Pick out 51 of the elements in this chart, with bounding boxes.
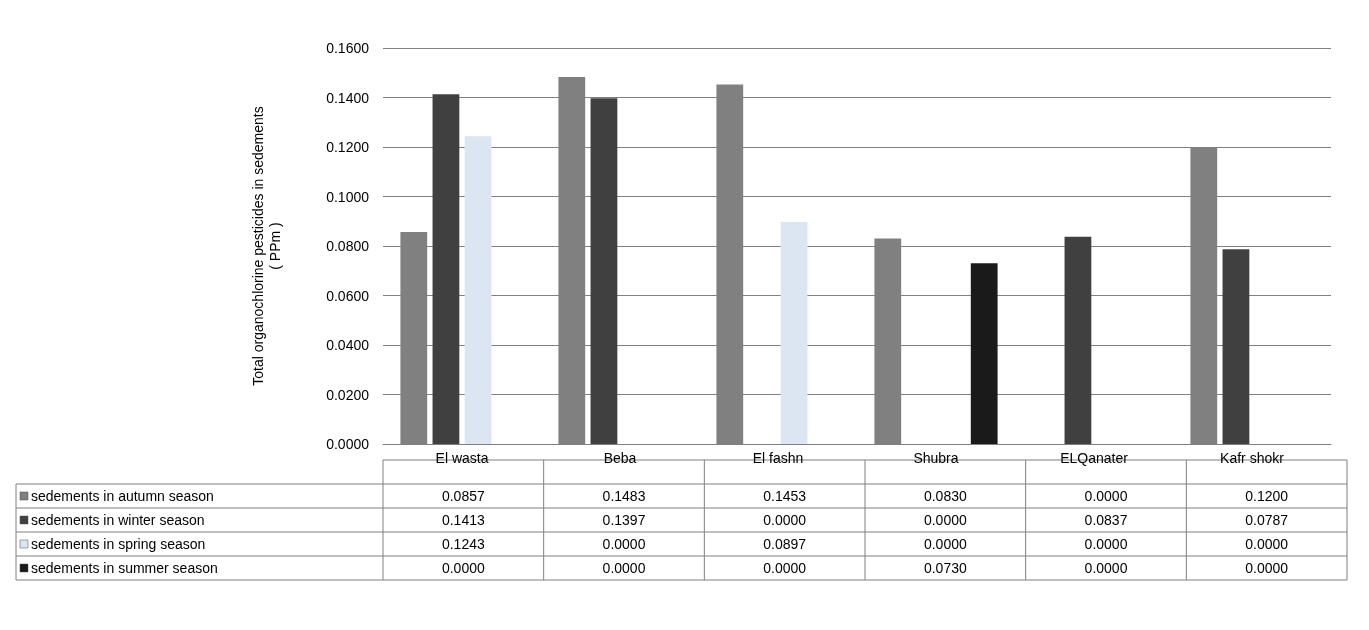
data-label: 0.0000 — [1245, 560, 1289, 576]
y-tick-label: 0.0800 — [326, 238, 370, 254]
x-tick-label: ELQanater — [1060, 450, 1129, 466]
data-label: 0.0857 — [441, 488, 485, 504]
legend-label: sedements in winter season — [31, 512, 205, 528]
data-label: 0.0000 — [1084, 488, 1128, 504]
data-label: 0.0000 — [763, 560, 807, 576]
data-label: 0.1200 — [1245, 488, 1289, 504]
y-tick-label: 0.0400 — [326, 337, 370, 353]
data-label: 0.0000 — [763, 512, 807, 528]
data-label: 0.0000 — [602, 536, 646, 552]
bar — [432, 94, 460, 444]
data-label: 0.0000 — [923, 512, 967, 528]
data-label: 0.1243 — [441, 536, 485, 552]
y-tick-label: 0.1400 — [326, 89, 370, 106]
data-label: 0.0000 — [1084, 536, 1128, 552]
bar — [780, 221, 808, 444]
x-tick-label: El wasta — [435, 450, 489, 466]
x-tick-label: El fashn — [752, 450, 804, 466]
data-label: 0.0837 — [1084, 512, 1128, 528]
data-label: 0.0787 — [1245, 512, 1289, 528]
bar — [464, 136, 492, 444]
data-label: 0.0000 — [923, 536, 967, 552]
data-label: 0.0000 — [1245, 536, 1289, 552]
x-tick-label: Beba — [603, 450, 637, 466]
data-label: 0.1397 — [602, 512, 646, 528]
y-axis-title: Total organochlorine pesticides in sedements ( PPm ) — [249, 106, 283, 386]
x-tick-label: Kafr shokr — [1220, 450, 1285, 466]
legend-label: sedements in spring season — [31, 536, 206, 552]
bar — [1222, 249, 1250, 444]
y-tick-label: 0.0600 — [326, 287, 370, 304]
data-label: 0.0000 — [602, 560, 646, 576]
y-tick-label: 0.0000 — [326, 436, 370, 452]
data-label: 0.1413 — [441, 512, 485, 528]
y-tick-label: 0.1600 — [326, 40, 370, 56]
data-label: 0.1483 — [602, 488, 646, 504]
bar — [970, 263, 998, 444]
x-tick-label: Shubra — [913, 450, 959, 466]
y-tick-label: 0.0200 — [326, 386, 370, 403]
data-label: 0.0830 — [923, 488, 967, 504]
y-tick-label: 0.1000 — [326, 188, 370, 205]
data-label: 0.0000 — [1084, 560, 1128, 576]
data-label: 0.0897 — [763, 536, 807, 552]
data-label: 0.0730 — [923, 560, 967, 576]
legend-label: sedements in autumn season — [31, 488, 214, 504]
data-label: 0.0000 — [441, 560, 485, 576]
bar — [590, 98, 618, 444]
y-tick-label: 0.1200 — [326, 139, 370, 155]
bar — [1064, 236, 1092, 444]
data-label: 0.1453 — [763, 488, 807, 504]
legend-label: sedements in summer season — [31, 560, 218, 576]
